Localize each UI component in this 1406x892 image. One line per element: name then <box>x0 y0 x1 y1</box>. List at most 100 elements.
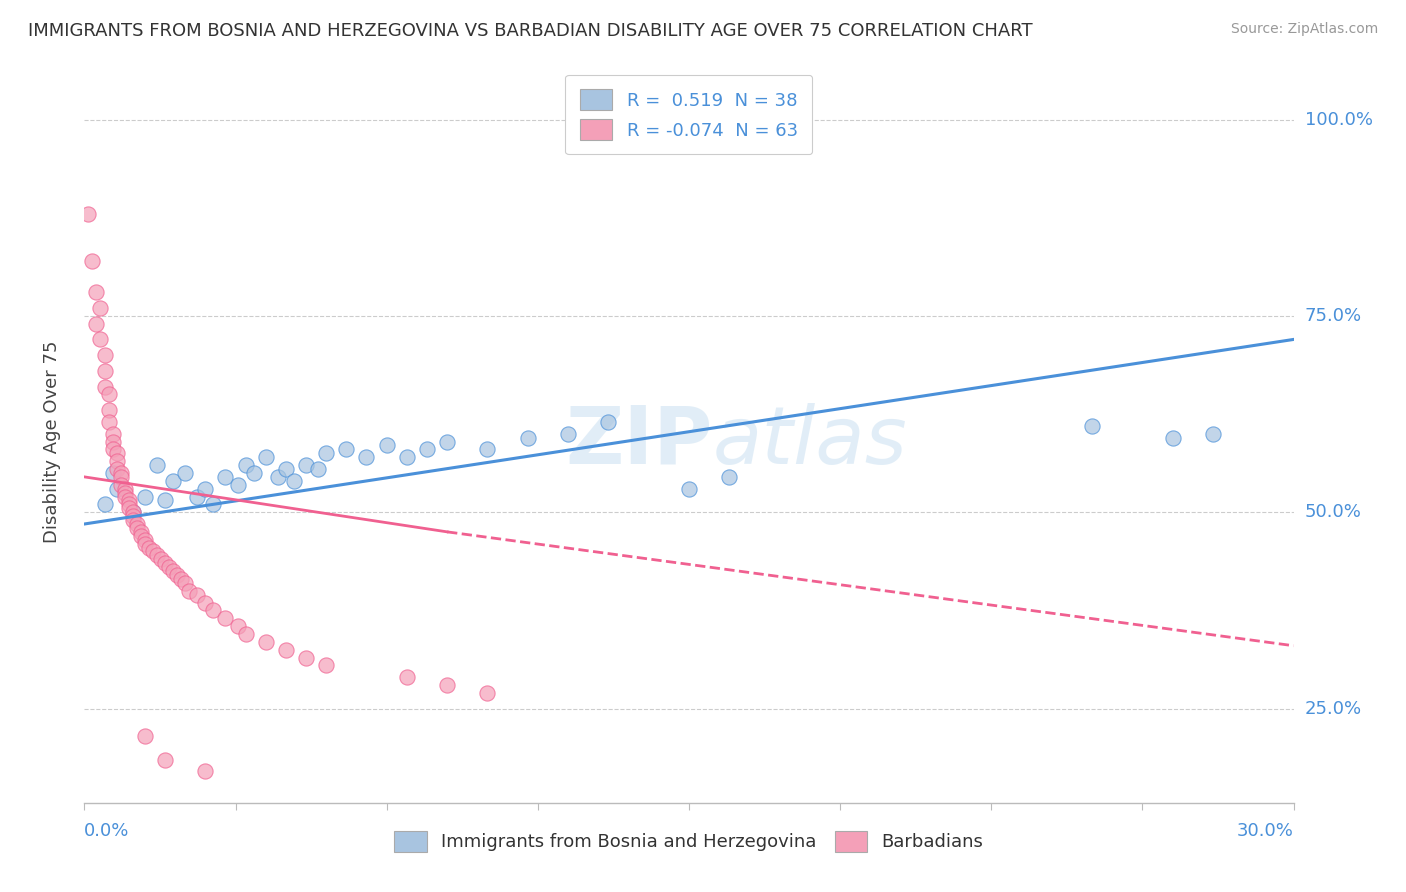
Point <box>118 501 141 516</box>
Text: ZIP: ZIP <box>565 402 713 481</box>
Text: 50.0%: 50.0% <box>1305 503 1361 521</box>
Point <box>477 686 499 700</box>
Point <box>86 317 108 331</box>
Y-axis label: Disability Age Over 75: Disability Age Over 75 <box>42 340 60 543</box>
Point <box>254 450 277 465</box>
Point <box>375 438 398 452</box>
Point <box>718 470 741 484</box>
Point <box>121 505 143 519</box>
Point <box>477 442 499 457</box>
Point <box>395 670 418 684</box>
Point <box>114 490 136 504</box>
Point <box>114 482 136 496</box>
Point <box>110 466 132 480</box>
Point <box>1202 426 1225 441</box>
Point <box>89 333 111 347</box>
Point <box>105 454 128 468</box>
Point <box>235 458 257 472</box>
Point <box>121 505 143 519</box>
Point <box>101 434 124 449</box>
Point <box>134 536 156 550</box>
Point <box>436 678 458 692</box>
Point <box>162 474 184 488</box>
Point <box>235 627 257 641</box>
Point <box>129 529 152 543</box>
Point <box>138 541 160 555</box>
Point <box>134 490 156 504</box>
Point <box>121 513 143 527</box>
Point <box>97 415 120 429</box>
Point <box>97 387 120 401</box>
Point <box>174 575 197 590</box>
Text: 75.0%: 75.0% <box>1305 307 1362 325</box>
Point <box>274 642 297 657</box>
Point <box>295 458 318 472</box>
Point <box>315 658 337 673</box>
Point <box>101 442 124 457</box>
Point <box>93 379 115 393</box>
Point <box>516 431 538 445</box>
Point <box>214 470 236 484</box>
Point <box>194 482 217 496</box>
Point <box>153 556 176 570</box>
Point <box>166 568 188 582</box>
Point <box>89 301 111 315</box>
Point <box>146 458 169 472</box>
Point <box>118 497 141 511</box>
Point <box>162 564 184 578</box>
Text: IMMIGRANTS FROM BOSNIA AND HERZEGOVINA VS BARBADIAN DISABILITY AGE OVER 75 CORRE: IMMIGRANTS FROM BOSNIA AND HERZEGOVINA V… <box>28 22 1033 40</box>
Point <box>557 426 579 441</box>
Point <box>202 603 225 617</box>
Point <box>416 442 439 457</box>
Legend: Immigrants from Bosnia and Herzegovina, Barbadians: Immigrants from Bosnia and Herzegovina, … <box>380 816 998 866</box>
Point <box>142 544 165 558</box>
Point <box>226 619 249 633</box>
Point <box>202 497 225 511</box>
Point <box>395 450 418 465</box>
Point <box>93 364 115 378</box>
Point <box>149 552 172 566</box>
Point <box>101 426 124 441</box>
Point <box>134 533 156 547</box>
Point <box>157 560 180 574</box>
Text: Source: ZipAtlas.com: Source: ZipAtlas.com <box>1230 22 1378 37</box>
Point <box>356 450 378 465</box>
Point <box>153 753 176 767</box>
Point <box>194 595 217 609</box>
Point <box>93 497 115 511</box>
Point <box>105 462 128 476</box>
Point <box>1081 418 1104 433</box>
Point <box>254 635 277 649</box>
Text: 100.0%: 100.0% <box>1305 111 1372 128</box>
Point <box>170 572 193 586</box>
Point <box>307 462 329 476</box>
Point <box>82 254 104 268</box>
Point <box>194 764 217 779</box>
Text: 25.0%: 25.0% <box>1305 699 1362 717</box>
Point <box>153 493 176 508</box>
Text: 0.0%: 0.0% <box>84 822 129 840</box>
Point <box>125 521 148 535</box>
Point <box>678 482 700 496</box>
Point <box>283 474 305 488</box>
Point <box>101 466 124 480</box>
Point <box>214 611 236 625</box>
Point <box>114 485 136 500</box>
Point <box>93 348 115 362</box>
Point <box>146 549 169 563</box>
Text: 30.0%: 30.0% <box>1237 822 1294 840</box>
Point <box>105 482 128 496</box>
Point <box>174 466 197 480</box>
Point <box>436 434 458 449</box>
Point <box>1161 431 1184 445</box>
Point <box>134 729 156 743</box>
Point <box>77 207 100 221</box>
Point <box>295 650 318 665</box>
Point <box>242 466 264 480</box>
Point <box>267 470 290 484</box>
Point <box>274 462 297 476</box>
Point <box>105 446 128 460</box>
Point <box>186 588 208 602</box>
Point <box>129 524 152 539</box>
Point <box>226 477 249 491</box>
